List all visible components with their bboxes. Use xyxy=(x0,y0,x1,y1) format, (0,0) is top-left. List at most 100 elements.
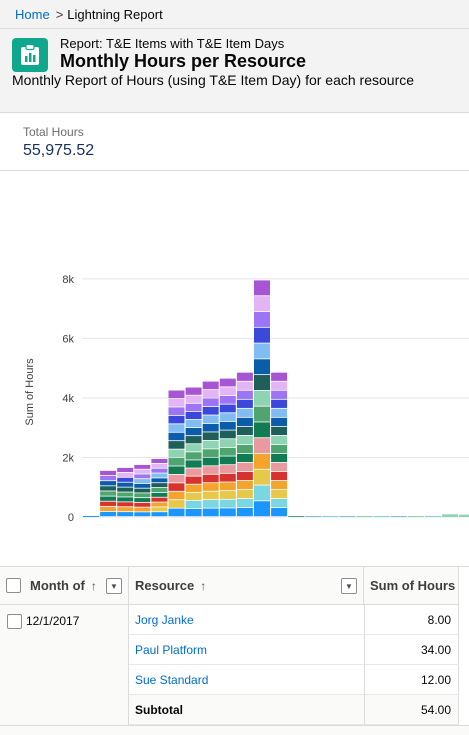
bar-segment[interactable] xyxy=(117,502,134,507)
bar-segment[interactable] xyxy=(254,343,270,359)
bar-segment[interactable] xyxy=(117,477,134,482)
bar-segment[interactable] xyxy=(271,381,288,390)
bar-segment[interactable] xyxy=(185,411,202,420)
bar-segment[interactable] xyxy=(202,449,219,457)
bar-segment[interactable] xyxy=(254,422,270,438)
bar-segment[interactable] xyxy=(185,403,202,412)
bar-segment[interactable] xyxy=(100,491,117,496)
bar-segment[interactable] xyxy=(219,404,236,413)
bar-segment[interactable] xyxy=(151,487,168,493)
bar-segment[interactable] xyxy=(236,381,253,390)
bar-segment[interactable] xyxy=(254,485,270,501)
bar-segment[interactable] xyxy=(151,507,168,512)
bar-segment[interactable] xyxy=(236,408,253,417)
bar-segment[interactable] xyxy=(254,453,270,469)
bar-segment[interactable] xyxy=(254,327,270,343)
bar-segment[interactable] xyxy=(390,516,407,517)
bar-segment[interactable] xyxy=(117,487,134,492)
bar-segment[interactable] xyxy=(134,498,151,502)
bar-segment[interactable] xyxy=(254,296,270,312)
bar-segment[interactable] xyxy=(168,483,185,491)
bar-segment[interactable] xyxy=(168,474,185,483)
bar-segment[interactable] xyxy=(168,415,185,424)
bar-segment[interactable] xyxy=(219,499,236,508)
bar-segment[interactable] xyxy=(407,516,424,517)
bar-segment[interactable] xyxy=(202,406,219,415)
bar-segment[interactable] xyxy=(100,511,117,517)
bar-segment[interactable] xyxy=(202,491,219,500)
bar-segment[interactable] xyxy=(151,492,168,497)
bar-segment[interactable] xyxy=(202,440,219,449)
bar-segment[interactable] xyxy=(168,407,185,416)
bar-segment[interactable] xyxy=(151,458,168,464)
bar-segment[interactable] xyxy=(100,486,117,491)
bar-segment[interactable] xyxy=(339,515,356,517)
bar-segment[interactable] xyxy=(151,512,168,517)
column-header-hours[interactable]: Sum of Hours xyxy=(364,567,459,605)
bar-segment[interactable] xyxy=(254,501,270,517)
bar-segment[interactable] xyxy=(134,469,151,474)
bar-segment[interactable] xyxy=(151,463,168,468)
bar-segment[interactable] xyxy=(271,435,288,445)
bar-segment[interactable] xyxy=(168,441,185,449)
bar-segment[interactable] xyxy=(236,480,253,490)
bar-segment[interactable] xyxy=(100,470,117,476)
stacked-bar-chart[interactable]: 0 2k 4k 6k 8k Sum of Hours xyxy=(0,171,469,567)
bar-segment[interactable] xyxy=(271,372,288,381)
bar-segment[interactable] xyxy=(151,473,168,478)
bar-segment[interactable] xyxy=(236,462,253,472)
bar-segment[interactable] xyxy=(254,438,270,454)
bar-segment[interactable] xyxy=(288,516,305,517)
bar-segment[interactable] xyxy=(254,280,270,296)
bar-segment[interactable] xyxy=(442,514,459,517)
bar-segment[interactable] xyxy=(134,493,151,498)
bar-segment[interactable] xyxy=(219,395,236,404)
bar-segment[interactable] xyxy=(236,435,253,445)
bar-segment[interactable] xyxy=(202,398,219,407)
bar-segment[interactable] xyxy=(185,452,202,460)
bar-segment[interactable] xyxy=(271,426,288,436)
bar-segment[interactable] xyxy=(236,471,253,481)
bar-segment[interactable] xyxy=(168,500,185,508)
bar-segment[interactable] xyxy=(134,512,151,517)
bar-segment[interactable] xyxy=(202,508,219,517)
bar-segment[interactable] xyxy=(134,502,151,507)
bar-segment[interactable] xyxy=(202,483,219,491)
bar-segment[interactable] xyxy=(322,516,339,517)
bar-segment[interactable] xyxy=(117,472,134,477)
bar-segment[interactable] xyxy=(271,399,288,408)
bar-segment[interactable] xyxy=(373,516,390,517)
bar-segment[interactable] xyxy=(219,430,236,439)
bar-segment[interactable] xyxy=(236,498,253,508)
bar-segment[interactable] xyxy=(185,492,202,501)
bar-segment[interactable] xyxy=(185,500,202,509)
bar-segment[interactable] xyxy=(185,387,202,395)
bar-segment[interactable] xyxy=(185,444,202,452)
bar-segment[interactable] xyxy=(271,471,288,481)
bar-segment[interactable] xyxy=(219,387,236,396)
bar-segment[interactable] xyxy=(271,390,288,399)
bar-segment[interactable] xyxy=(271,489,288,499)
bar-segment[interactable] xyxy=(271,462,288,472)
bar-segment[interactable] xyxy=(459,514,469,517)
bar-segment[interactable] xyxy=(185,436,202,444)
select-all-checkbox[interactable] xyxy=(6,578,21,593)
bar-segment[interactable] xyxy=(100,496,117,501)
bar-segment[interactable] xyxy=(202,500,219,508)
bar-segment[interactable] xyxy=(185,427,202,436)
bar-segment[interactable] xyxy=(236,489,253,499)
bar-segment[interactable] xyxy=(202,423,219,432)
bar-segment[interactable] xyxy=(117,467,134,473)
resource-link[interactable]: Jorg Janke xyxy=(135,612,194,627)
bar-segment[interactable] xyxy=(151,497,168,502)
bar-segment[interactable] xyxy=(134,479,151,484)
bar-segment[interactable] xyxy=(202,390,219,398)
bar-segment[interactable] xyxy=(117,512,134,517)
bar-segment[interactable] xyxy=(219,456,236,465)
bar-segment[interactable] xyxy=(219,473,236,482)
bar-segment[interactable] xyxy=(236,507,253,517)
resource-link[interactable]: Paul Platform xyxy=(135,642,208,657)
bar-segment[interactable] xyxy=(151,483,168,488)
bar-segment[interactable] xyxy=(117,497,134,502)
bar-segment[interactable] xyxy=(134,488,151,493)
